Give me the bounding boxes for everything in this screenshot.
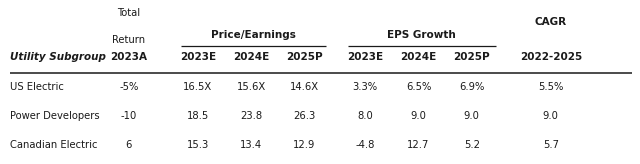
Text: Power Developers: Power Developers xyxy=(10,111,99,121)
Text: Canadian Electric: Canadian Electric xyxy=(10,140,97,150)
Text: 16.5X: 16.5X xyxy=(183,82,212,92)
Text: 6.5%: 6.5% xyxy=(406,82,431,92)
Text: 3.3%: 3.3% xyxy=(353,82,378,92)
Text: 8.0: 8.0 xyxy=(357,111,373,121)
Text: Total: Total xyxy=(117,8,140,18)
Text: 5.5%: 5.5% xyxy=(538,82,563,92)
Text: -5%: -5% xyxy=(119,82,138,92)
Text: 9.0: 9.0 xyxy=(543,111,559,121)
Text: -4.8: -4.8 xyxy=(355,140,375,150)
Text: 6: 6 xyxy=(125,140,132,150)
Text: 2024E: 2024E xyxy=(401,52,436,62)
Text: 26.3: 26.3 xyxy=(293,111,316,121)
Text: 12.9: 12.9 xyxy=(293,140,316,150)
Text: -10: -10 xyxy=(120,111,137,121)
Text: 13.4: 13.4 xyxy=(240,140,262,150)
Text: Return: Return xyxy=(112,35,145,45)
Text: 2022-2025: 2022-2025 xyxy=(520,52,582,62)
Text: 2025P: 2025P xyxy=(454,52,490,62)
Text: CAGR: CAGR xyxy=(535,17,567,27)
Text: 15.6X: 15.6X xyxy=(236,82,266,92)
Text: 18.5: 18.5 xyxy=(187,111,209,121)
Text: US Electric: US Electric xyxy=(10,82,63,92)
Text: 2023E: 2023E xyxy=(180,52,216,62)
Text: Utility Subgroup: Utility Subgroup xyxy=(10,52,106,62)
Text: 23.8: 23.8 xyxy=(240,111,262,121)
Text: 5.7: 5.7 xyxy=(543,140,559,150)
Text: Price/Earnings: Price/Earnings xyxy=(211,30,296,40)
Text: 12.7: 12.7 xyxy=(407,140,429,150)
Text: 9.0: 9.0 xyxy=(464,111,480,121)
Text: 2024E: 2024E xyxy=(233,52,269,62)
Text: 2025P: 2025P xyxy=(286,52,323,62)
Text: 2023E: 2023E xyxy=(347,52,383,62)
Text: 14.6X: 14.6X xyxy=(290,82,319,92)
Text: 6.9%: 6.9% xyxy=(459,82,484,92)
Text: EPS Growth: EPS Growth xyxy=(387,30,456,40)
Text: 9.0: 9.0 xyxy=(410,111,426,121)
Text: 5.2: 5.2 xyxy=(464,140,480,150)
Text: 2023A: 2023A xyxy=(110,52,147,62)
Text: 15.3: 15.3 xyxy=(187,140,209,150)
